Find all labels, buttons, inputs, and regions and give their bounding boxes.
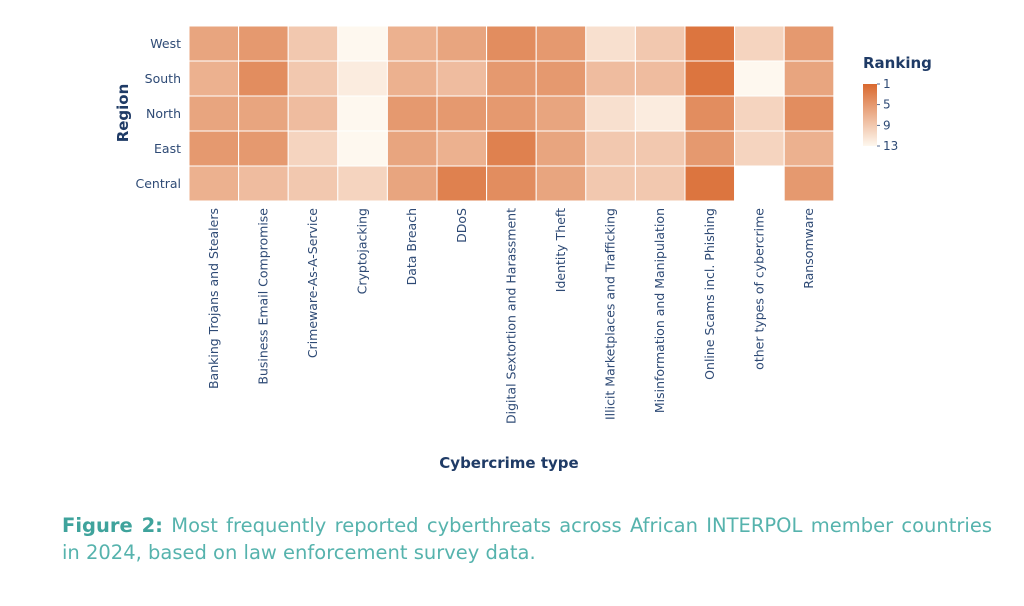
heatmap-cell — [238, 165, 289, 202]
heatmap-cell — [486, 25, 537, 62]
x-tick-label: other types of cybercrime — [751, 208, 766, 370]
heatmap-cell — [783, 25, 835, 62]
heatmap-cell — [585, 165, 636, 202]
heatmap-cell — [238, 25, 289, 62]
heatmap-cell — [436, 60, 488, 97]
heatmap-cell — [535, 130, 587, 167]
heatmap-cell — [436, 25, 488, 62]
heatmap-cell — [486, 130, 537, 167]
heatmap-cell — [188, 95, 240, 132]
x-tick-label: Crimeware-As-A-Service — [305, 208, 320, 358]
heatmap-cell — [684, 25, 736, 62]
x-tick-label: Illicit Marketplaces and Trafficking — [603, 208, 618, 420]
heatmap-cell — [634, 130, 686, 167]
heatmap-cell — [634, 95, 686, 132]
figure-label: Figure 2: — [62, 514, 163, 537]
heatmap-cell — [684, 95, 736, 132]
heatmap-cell — [486, 165, 537, 202]
heatmap-cell — [734, 165, 785, 202]
figure-caption: Figure 2: Most frequently reported cyber… — [62, 512, 992, 566]
heatmap-cell — [188, 60, 240, 97]
heatmap-cell — [734, 130, 785, 167]
heatmap-cells — [188, 25, 835, 202]
heatmap-cell — [436, 165, 488, 202]
y-tick-label: South — [145, 71, 181, 86]
heatmap-cell — [337, 165, 388, 202]
y-tick-label: West — [150, 36, 181, 51]
legend-tick-label: 13 — [883, 139, 898, 153]
heatmap-cell — [287, 165, 339, 202]
y-tick-label: North — [146, 106, 181, 121]
y-tick-labels: West South North East Central — [135, 36, 181, 191]
heatmap-cell — [634, 60, 686, 97]
heatmap-cell — [287, 130, 339, 167]
x-tick-label: Misinformation and Manipulation — [652, 208, 667, 413]
heatmap-cell — [287, 25, 339, 62]
heatmap-cell — [386, 95, 438, 132]
x-tick-label: Online Scams incl. Phishing — [702, 208, 717, 380]
x-tick-label: Banking Trojans and Stealers — [206, 208, 221, 389]
heatmap-cell — [783, 165, 835, 202]
heatmap-cell — [585, 130, 636, 167]
heatmap-cell — [535, 25, 587, 62]
heatmap-cell — [386, 60, 438, 97]
x-tick-label: Data Breach — [404, 208, 419, 285]
heatmap-cell — [783, 130, 835, 167]
heatmap-cell — [188, 165, 240, 202]
x-tick-labels: Banking Trojans and Stealers Business Ema… — [206, 208, 816, 424]
heatmap-cell — [634, 165, 686, 202]
x-tick-label: Ransomware — [801, 208, 816, 289]
legend-tick-label: 9 — [883, 118, 891, 132]
heatmap-cell — [188, 130, 240, 167]
heatmap-cell — [585, 25, 636, 62]
legend-tick-label: 1 — [883, 77, 891, 91]
legend-ticks: 1 5 9 13 — [877, 77, 898, 153]
heatmap-cell — [783, 60, 835, 97]
heatmap-cell — [585, 60, 636, 97]
x-tick-label: Cryptojacking — [355, 208, 370, 294]
heatmap-cell — [684, 60, 736, 97]
heatmap-cell — [684, 130, 736, 167]
heatmap-cell — [386, 165, 438, 202]
legend-tick-label: 5 — [883, 98, 891, 112]
heatmap-cell — [684, 165, 736, 202]
heatmap-cell — [188, 25, 240, 62]
heatmap-cell — [337, 130, 388, 167]
heatmap-cell — [238, 130, 289, 167]
y-tick-label: East — [154, 141, 181, 156]
x-tick-label: Digital Sextortion and Harassment — [503, 208, 518, 424]
heatmap-cell — [386, 25, 438, 62]
heatmap-cell — [734, 25, 785, 62]
heatmap-cell — [535, 95, 587, 132]
x-axis-title: Cybercrime type — [439, 454, 578, 472]
heatmap-cell — [436, 130, 488, 167]
legend-colorbar — [863, 84, 877, 146]
x-tick-label: Business Email Compromise — [255, 208, 270, 385]
heatmap-cell — [634, 25, 686, 62]
heatmap-cell — [734, 95, 785, 132]
heatmap-chart: West South North East Central Banking Trojan… — [114, 25, 932, 472]
heatmap-cell — [535, 60, 587, 97]
heatmap-cell — [734, 60, 785, 97]
heatmap-cell — [486, 60, 537, 97]
x-tick-label: Identity Theft — [553, 208, 568, 292]
heatmap-cell — [238, 60, 289, 97]
x-tick-label: DDoS — [454, 208, 469, 243]
heatmap-cell — [287, 60, 339, 97]
heatmap-cell — [337, 95, 388, 132]
y-axis-title: Region — [114, 84, 132, 143]
y-tick-label: Central — [135, 176, 181, 191]
heatmap-cell — [337, 60, 388, 97]
heatmap-cell — [783, 95, 835, 132]
legend-title: Ranking — [863, 54, 932, 72]
heatmap-cell — [535, 165, 587, 202]
heatmap-cell — [486, 95, 537, 132]
heatmap-cell — [287, 95, 339, 132]
figure-caption-text: Most frequently reported cyberthreats ac… — [62, 514, 993, 564]
heatmap-cell — [337, 25, 388, 62]
heatmap-cell — [238, 95, 289, 132]
heatmap-cell — [436, 95, 488, 132]
heatmap-cell — [585, 95, 636, 132]
heatmap-cell — [386, 130, 438, 167]
